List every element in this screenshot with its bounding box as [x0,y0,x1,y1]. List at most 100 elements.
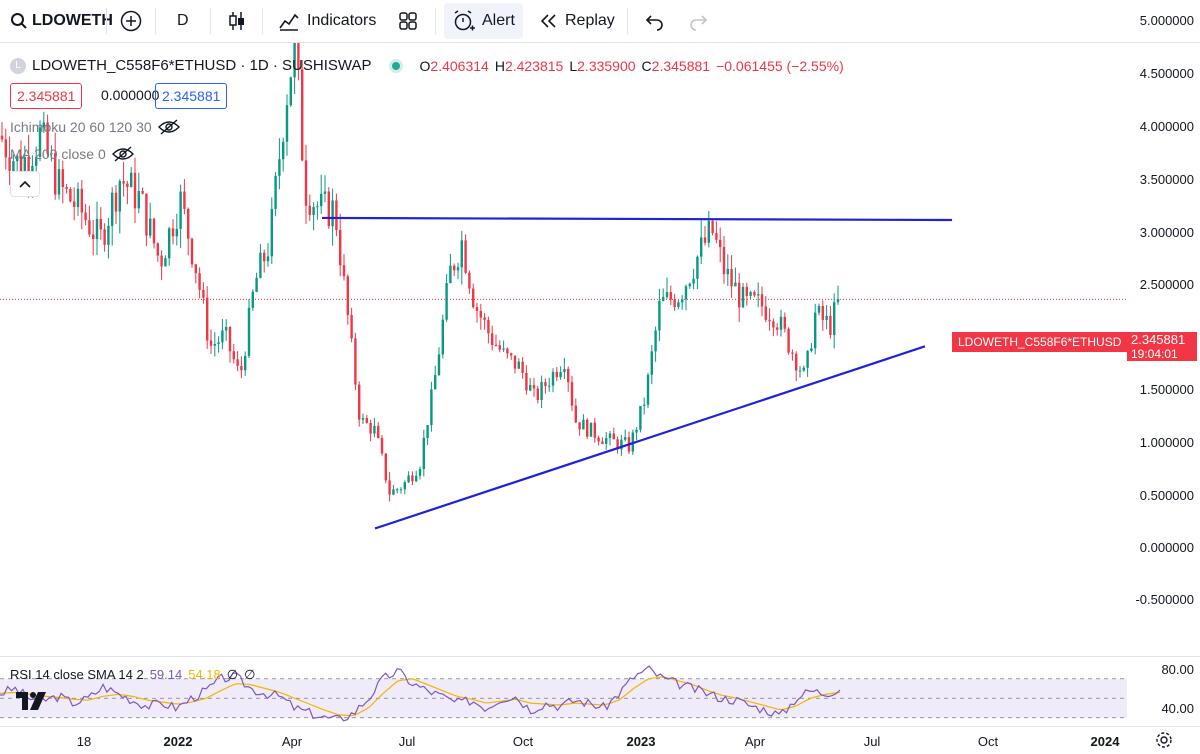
ma-indicator[interactable]: MA 200 close 0 [10,146,134,162]
candle-body [643,404,646,406]
time-axis[interactable]: 18 2022 Apr Jul Oct 2023 Apr Jul Oct 2024 [0,726,1200,754]
candle-body [35,156,38,166]
candle-body [342,265,346,277]
collapse-legend-button[interactable] [10,171,40,197]
candle-body [536,388,539,400]
ichimoku-indicator[interactable]: Ichimoku 20 60 120 30 [10,119,180,135]
settings-button[interactable] [1155,731,1173,754]
candle-body [445,283,448,320]
candle-body [491,333,494,345]
candle-body [373,425,376,434]
alert-label: Alert [482,12,515,29]
last-price-value: 2.345881 [1131,332,1186,347]
candle-body [529,385,532,391]
eye-hidden-icon[interactable] [111,146,134,162]
candle-body [118,181,121,212]
candle-body [339,230,342,266]
trendline[interactable] [321,216,953,222]
candle-body [434,375,437,390]
alert-button[interactable]: Alert [444,3,523,39]
replay-button[interactable]: Replay [538,0,615,42]
candle-body [567,368,570,383]
candle-body [574,405,577,423]
ask-price-box[interactable]: 2.345881 [155,83,228,109]
rsi-pane[interactable] [0,656,1127,727]
rsi-scale[interactable]: 80.00 40.00 [1127,656,1200,727]
candle-body [206,297,209,341]
candle-body [468,272,471,289]
price-tick: 4.500000 [1139,66,1194,81]
rsi-chart-svg[interactable] [0,657,1127,727]
last-price-tag: 2.345881 19:04:01 [1127,332,1197,361]
low-label: L [569,57,578,74]
candle-body [187,208,190,239]
candle-body [225,327,228,331]
candle-body [430,389,433,426]
chart-type-button[interactable] [226,0,248,42]
candle-body [715,233,718,240]
candle-body [247,307,251,356]
candle-body [236,359,239,366]
main-chart[interactable] [0,43,1127,655]
time-tick: 2023 [626,734,656,749]
candle-body [4,139,7,158]
change-value: −0.061455 (−2.55%) [716,57,844,74]
candle-body [551,371,555,386]
indicators-button[interactable]: Indicators [278,0,376,42]
candle-body [320,193,323,207]
time-tick: Apr [281,734,303,749]
candle-body [745,286,748,296]
candle-body [365,418,368,423]
time-tick: 2022 [163,734,193,749]
candle-body [308,205,311,216]
candle-body [145,193,148,236]
candle-body [422,437,425,470]
candle-body [61,169,64,187]
candle-body [46,122,49,154]
symbol-search[interactable]: LDOWETH [10,0,113,42]
add-circle-icon [120,10,142,32]
candle-body [798,370,802,372]
open-label: O [419,57,431,74]
rsi-tick-40: 40.00 [1161,701,1194,716]
candle-body [730,268,733,287]
candle-body [487,319,490,334]
candle-body [753,292,756,296]
candle-body [483,317,486,320]
eye-hidden-icon[interactable] [157,119,180,135]
bid-price-box[interactable]: 2.345881 [10,83,83,109]
candle-body [392,489,395,495]
tradingview-logo-icon [16,692,46,710]
candle-body [251,291,254,308]
undo-button[interactable] [645,0,665,42]
interval-button[interactable]: D [177,0,189,42]
candle-body [103,229,106,245]
candle-body [84,212,87,221]
candle-body [559,372,562,378]
candle-body [316,206,319,208]
time-tick: Jul [398,734,416,749]
chart-legend: L LDOWETH_C558F6*ETHUSD · 1D · SUSHISWAP… [10,57,844,74]
candle-body [665,292,669,298]
candle-body [525,372,528,391]
candle-body [749,292,752,296]
layouts-button[interactable] [397,0,419,42]
price-chart-svg[interactable] [0,43,1127,655]
time-tick: Oct [512,734,534,749]
candle-body [711,220,714,234]
candle-body [266,256,270,262]
candle-body [160,255,163,267]
candle-body [597,437,600,442]
candle-body [411,475,414,482]
rsi-na-1: ∅ [226,667,239,682]
trendline[interactable] [374,345,926,530]
tradingview-logo[interactable] [16,690,50,715]
ma-label: MA 200 close 0 [10,146,106,162]
redo-button[interactable] [688,0,708,42]
candle-body [589,422,593,437]
candle-body [669,292,672,300]
candle-body [692,278,695,284]
compare-button[interactable] [120,0,142,42]
candle-body [662,297,665,301]
open-value: 2.406314 [430,57,489,74]
